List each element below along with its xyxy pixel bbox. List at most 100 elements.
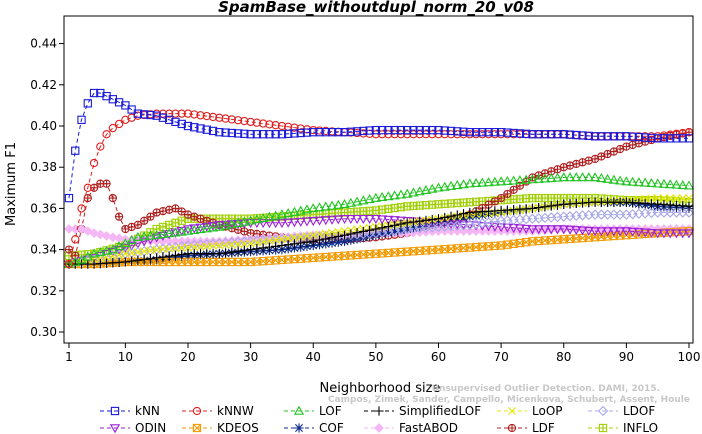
data-point [295,205,306,215]
data-point [553,130,562,139]
data-point [226,219,237,229]
data-point [101,245,112,255]
data-point [490,197,500,206]
data-point [64,259,74,269]
data-point [514,224,526,234]
data-point [215,113,224,122]
data-point [483,177,494,187]
data-point [414,186,425,196]
data-point [371,224,381,234]
data-point [540,202,550,212]
data-point [434,125,443,135]
data-point [503,189,512,199]
data-point [647,194,656,203]
data-point [165,115,174,124]
legend-marker [192,423,202,433]
data-point [151,229,162,239]
data-point [678,194,687,203]
data-point [471,128,481,137]
legend: kNN kNNW LOF SimplifiedLOF LoOP LDOF ODIN KDEOS… [100,404,658,434]
data-point [145,230,156,240]
chart-title: SpamBase_withoutdupl_norm_20_v08 [218,0,534,16]
legend-item-cof: COF [284,421,344,434]
data-point [565,161,575,170]
data-point [64,193,74,203]
legend-item-inflo: INFLO [588,421,658,434]
data-point [220,220,231,230]
data-point [490,128,500,137]
data-point [182,225,194,235]
x-tick-label: 80 [556,350,571,364]
data-point [665,179,676,189]
data-point [176,226,187,236]
data-point [534,130,543,139]
data-point [120,257,130,267]
data-point [465,128,474,137]
data-point [614,227,626,237]
data-point [377,223,387,233]
data-point [539,225,551,235]
data-point [171,244,180,253]
data-point [265,130,274,139]
series-knn [64,88,694,203]
data-point [283,240,293,250]
data-point [271,121,280,130]
data-point [370,192,382,202]
data-point [364,194,375,204]
data-point [246,117,255,127]
data-point [246,130,255,139]
data-point [396,219,406,229]
data-point [271,130,280,139]
data-point [245,219,256,229]
data-point [96,142,105,151]
data-point [89,158,99,168]
data-point [239,245,249,256]
y-tick-label: 0.38 [30,160,57,174]
x-tick-label: 90 [619,350,634,364]
data-point [677,229,688,239]
data-point [558,172,569,182]
data-point [633,228,645,238]
data-point [439,181,450,191]
x-tick-label: 60 [431,350,446,364]
data-point [666,134,675,143]
data-point [190,243,199,252]
data-point [284,129,293,138]
data-point [527,174,538,184]
data-point [364,214,375,225]
legend-item-simplifiedlof: SimplifiedLOF [364,404,481,418]
legend-label: kNN [135,404,160,418]
data-point [177,249,187,260]
data-point [190,123,199,132]
data-point [396,225,406,235]
data-point [240,116,249,126]
data-point [333,237,343,247]
data-point [89,183,99,192]
data-point [327,233,337,243]
data-point [489,176,501,186]
data-point [395,189,407,199]
data-point [108,193,117,203]
data-point [165,244,174,253]
data-point [71,146,80,155]
data-point [484,128,493,137]
data-point [365,126,374,135]
data-point [232,217,244,227]
data-point [608,174,619,184]
data-point [146,212,155,221]
legend-marker [374,423,384,433]
data-point [627,176,638,186]
legend-marker [598,423,608,433]
data-point [252,244,262,254]
legend-item-knn: kNN [100,404,160,418]
data-point [334,128,343,137]
data-point [564,225,576,235]
data-point [158,252,168,262]
data-point [371,125,381,135]
data-point [685,194,693,203]
legend-item-loop: LoOP [497,404,563,418]
y-tick-label: 0.36 [30,201,57,215]
data-point [133,109,143,118]
legend-label: COF [319,421,344,434]
legend-marker [597,405,609,417]
